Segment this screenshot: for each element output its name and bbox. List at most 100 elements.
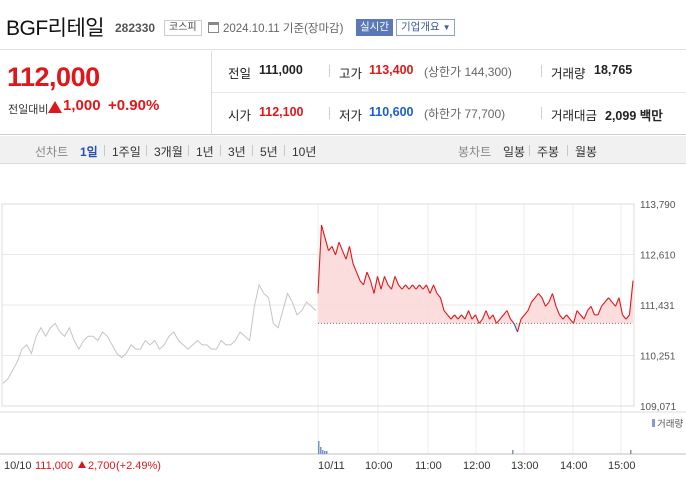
change-label: 전일대비 (8, 104, 49, 116)
separator (567, 145, 568, 156)
period-1d[interactable]: 1일 (80, 145, 98, 159)
price-line-segment (562, 314, 567, 320)
price-line-segment (503, 310, 508, 316)
price-line-segment (369, 280, 375, 294)
price-line-segment (566, 314, 571, 320)
volume-bar (512, 450, 514, 454)
x-tick-label: 15:00 (608, 460, 636, 472)
volume-legend-swatch (652, 419, 655, 427)
candle-daily[interactable]: 일봉 (503, 145, 526, 159)
price-line-segment (429, 284, 435, 294)
price-line-segment (576, 310, 581, 316)
volume-bar (320, 447, 322, 454)
period-1y[interactable]: 1년 (196, 145, 214, 159)
volume-label: 거래량 (551, 67, 586, 81)
price-line-segment (611, 301, 616, 307)
price-line-segment (443, 310, 448, 316)
price-line-segment (496, 318, 501, 324)
stock-header: BGF리테일 282330 코스피 2024.10.11 기준(장마감) 실시간… (0, 0, 686, 50)
period-1w[interactable]: 1주일 (112, 145, 141, 159)
price-line-segment (439, 297, 445, 311)
price-line-segment (520, 314, 525, 320)
price-line-segment (625, 314, 630, 320)
price-line-segment (489, 314, 494, 320)
separator (284, 145, 285, 156)
corp-info-dropdown[interactable]: 기업개요 ▼ (396, 19, 456, 36)
stock-code: 282330 (115, 21, 156, 35)
price-line-segment (447, 314, 452, 320)
price-line-segment (534, 293, 539, 299)
price-line-segment (597, 306, 603, 316)
price-line-segment (345, 246, 351, 260)
price-line-segment (380, 276, 386, 290)
period-3m[interactable]: 3개월 (154, 145, 183, 159)
price-line-segment (499, 314, 504, 320)
footer-close: 111,000 (35, 460, 73, 472)
realtime-button[interactable]: 실시간 (356, 19, 393, 36)
x-tick-label: 10:00 (365, 460, 393, 472)
separator (529, 145, 530, 156)
x-tick-label: 11:00 (415, 460, 442, 472)
price-line-segment (513, 323, 519, 333)
price-line-segment (432, 284, 438, 294)
price-line-segment (338, 241, 344, 251)
separator (541, 65, 542, 77)
price-line-segment (569, 318, 574, 324)
lower-limit: (하한가 77,700) (424, 107, 506, 121)
prev-close-value: 111,000 (259, 63, 303, 77)
price-line-segment (492, 314, 498, 324)
turnover-label: 거래대금 (551, 109, 598, 123)
volume-bar (318, 441, 320, 454)
price-line-segment (390, 276, 396, 290)
price-line-segment (467, 310, 473, 320)
price-line-segment (478, 318, 483, 324)
divider (212, 92, 686, 93)
separator (329, 65, 330, 77)
price-line-segment (572, 310, 578, 324)
price-line-segment (485, 310, 491, 320)
separator (252, 145, 253, 156)
separator (541, 107, 542, 119)
price-line-segment (614, 297, 620, 307)
price-line-segment (622, 314, 627, 320)
price-line-segment (398, 284, 403, 290)
open-value: 112,100 (259, 105, 304, 119)
quote-date: 2024.10.11 기준(장마감) (223, 20, 343, 36)
price-line-segment (401, 284, 406, 290)
candle-weekly[interactable]: 주봉 (537, 145, 560, 159)
price-line-segment (628, 280, 634, 315)
price-chart-svg: 113,790 112,610 111,431 110,251 109,071 거래량 10… (0, 200, 686, 472)
price-line-segment (516, 319, 522, 333)
corp-info-label: 기업개요 (401, 21, 440, 33)
period-5y[interactable]: 5년 (260, 145, 278, 159)
y-tick-label: 109,071 (640, 402, 677, 413)
price-line-segment (328, 246, 333, 252)
x-tick-label: 14:00 (560, 460, 588, 472)
price-line-segment (538, 293, 543, 299)
price-chart[interactable]: 113,790 112,610 111,431 110,251 109,071 거래량 10… (0, 164, 686, 484)
upper-limit: (상한가 144,300) (424, 65, 512, 79)
volume-bar (322, 450, 324, 454)
price-line-segment (450, 314, 455, 320)
divider (211, 51, 212, 135)
price-line-segment (548, 293, 554, 303)
price-line-segment (604, 297, 609, 303)
period-3y[interactable]: 3년 (228, 145, 246, 159)
x-tick-label: 13:00 (511, 460, 539, 472)
period-10y[interactable]: 10년 (292, 145, 317, 159)
price-line-segment (587, 305, 592, 311)
price-line-segment (412, 284, 417, 290)
volume-bar (324, 451, 326, 454)
price-line-segment (551, 293, 557, 307)
footer-date: 10/10 (4, 460, 32, 472)
prev-day-line (2, 283, 317, 384)
low-value: 110,600 (369, 105, 414, 119)
price-line-segment (583, 310, 589, 320)
price-line-segment (559, 314, 564, 320)
candle-monthly[interactable]: 월봉 (575, 145, 598, 159)
price-line-segment (527, 301, 533, 311)
price-line-segment (608, 297, 613, 303)
price-line-segment (425, 284, 431, 294)
price-line-segment (506, 310, 512, 320)
price-line-segment (601, 301, 606, 307)
